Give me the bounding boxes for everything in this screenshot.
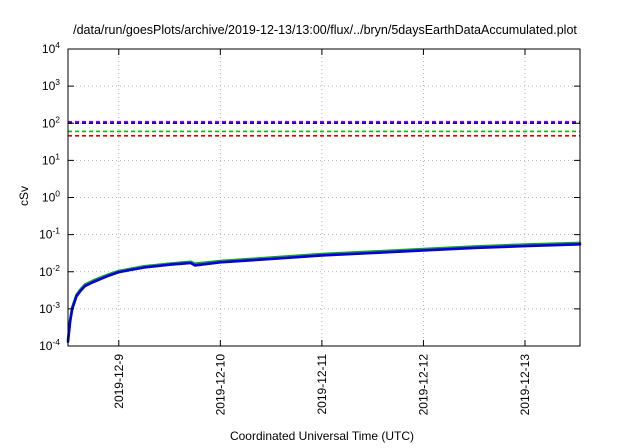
series-line — [66, 243, 582, 344]
x-tick-label: 2019-12-13 — [518, 354, 532, 416]
y-tick-label: 104 — [42, 40, 60, 56]
reference-lines — [68, 120, 580, 137]
x-axis-label: Coordinated Universal Time (UTC) — [230, 429, 414, 443]
y-tick-label: 103 — [42, 77, 60, 93]
y-tick-label: 100 — [42, 189, 60, 205]
y-tick-labels: 10-4 10-3 10-2 10-1 100 101 102 103 104 — [39, 40, 60, 353]
series-line — [66, 241, 582, 341]
grid-lines — [68, 49, 580, 346]
series-lines — [66, 241, 582, 344]
y-tick-label: 101 — [42, 151, 60, 167]
x-tick-label: 2019-12-11 — [315, 354, 329, 415]
axis-ticks — [68, 48, 580, 347]
y-axis-label: cSv — [17, 186, 31, 206]
x-tick-label: 2019-12-12 — [416, 354, 430, 416]
y-tick-label: 10-2 — [39, 263, 60, 279]
x-tick-label: 2019-12-9 — [112, 354, 126, 409]
y-tick-label: 10-4 — [39, 337, 60, 353]
x-tick-labels: 2019-12-9 2019-12-10 2019-12-11 2019-12-12 2… — [112, 354, 532, 416]
chart-title: /data/run/goesPlots/archive/2019-12-13/1… — [73, 23, 577, 37]
y-tick-label: 10-1 — [39, 226, 60, 242]
y-tick-label: 102 — [42, 114, 60, 130]
y-tick-label: 10-3 — [39, 300, 60, 316]
x-tick-label: 2019-12-10 — [213, 354, 227, 416]
